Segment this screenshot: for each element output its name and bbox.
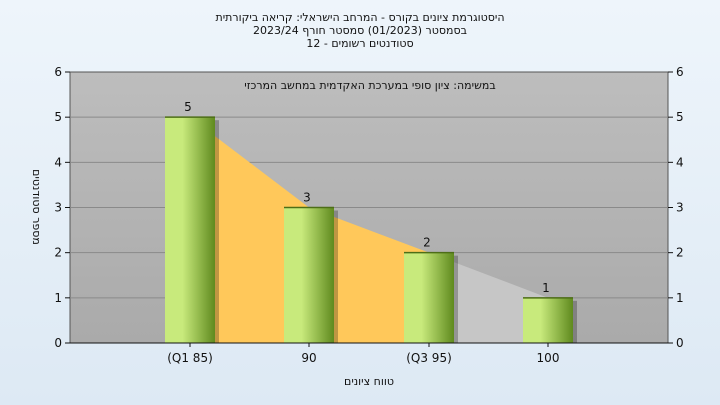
chart-title-line-2: בסמסטר (01/2023) סמסטר חורף 2023/24: [253, 24, 467, 37]
chart-title-line-1: היסטוגרמת ציונים בקורס - המרחב הישראלי: …: [215, 11, 505, 24]
y-tick-label-left-5: 5: [54, 110, 62, 124]
y-axis-title: מספר סטודנטים: [30, 169, 43, 245]
data-label-0: 5: [184, 100, 192, 114]
y-tick-label-left-1: 1: [54, 291, 62, 305]
chart-title-line-3: סטודנטים רשומים - 12: [306, 37, 414, 50]
y-tick-label-right-5: 5: [676, 110, 684, 124]
data-label-3: 1: [542, 281, 550, 295]
x-axis-title: טווח ציונים: [344, 375, 394, 388]
y-tick-label-right-4: 4: [676, 155, 684, 169]
y-tick-label-right-6: 6: [676, 65, 684, 79]
y-tick-label-left-0: 0: [54, 336, 62, 350]
bar-0: [165, 117, 215, 344]
x-tick-label-0: (Q1 85): [167, 351, 213, 365]
y-tick-label-right-3: 3: [676, 201, 684, 215]
data-label-2: 2: [423, 236, 431, 250]
bar-1: [284, 207, 334, 343]
x-tick-label-2: (Q3 95): [406, 351, 452, 365]
data-label-1: 3: [303, 191, 311, 205]
y-tick-label-right-0: 0: [676, 336, 684, 350]
trend-area-tail: [429, 252, 548, 343]
y-tick-label-left-2: 2: [54, 246, 62, 260]
bar-2: [404, 252, 454, 343]
bar-3: [523, 297, 573, 343]
y-tick-label-right-1: 1: [676, 291, 684, 305]
y-tick-label-left-6: 6: [54, 65, 62, 79]
x-tick-label-1: 90: [301, 351, 316, 365]
y-tick-label-left-4: 4: [54, 155, 62, 169]
x-tick-label-3: 100: [537, 351, 560, 365]
y-tick-label-left-3: 3: [54, 201, 62, 215]
y-tick-label-right-2: 2: [676, 246, 684, 260]
chart-annotation: במשימה: ציון סופי במערכת האקדמית במחשב ה…: [244, 79, 495, 92]
